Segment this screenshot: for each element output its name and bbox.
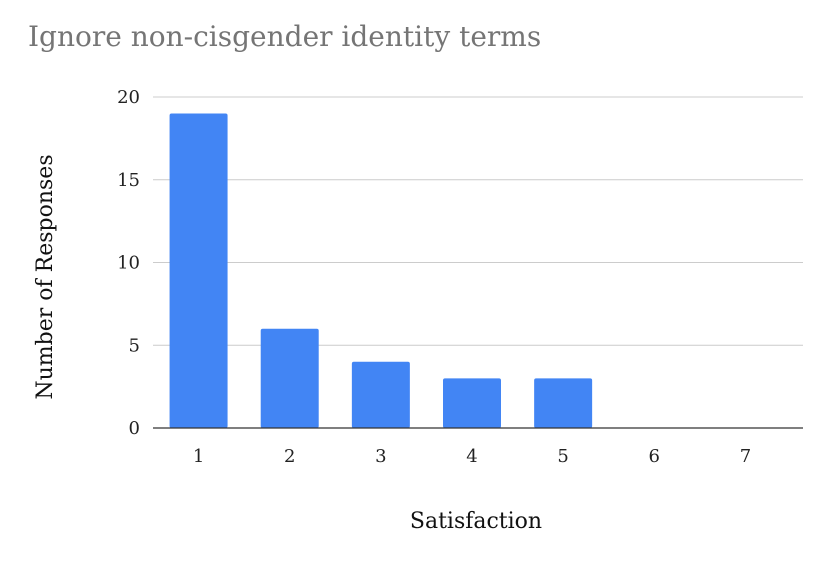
x-axis-ticks: 1 2 3 4 5 6 7 <box>193 446 751 467</box>
bar-1 <box>169 113 228 429</box>
bar-3 <box>351 361 410 428</box>
chart-title: Ignore non-cisgender identity terms <box>28 20 541 53</box>
x-tick-label: 4 <box>466 446 477 467</box>
gridlines <box>153 96 803 346</box>
x-tick-label: 2 <box>284 446 295 467</box>
x-tick-label: 1 <box>193 446 204 467</box>
x-tick-label: 7 <box>740 446 751 467</box>
x-axis-label: Satisfaction <box>410 509 542 534</box>
y-tick-label: 20 <box>117 87 140 108</box>
y-tick-label: 0 <box>129 418 140 439</box>
x-tick-label: 5 <box>557 446 568 467</box>
bar-5 <box>534 378 593 428</box>
bars <box>169 113 593 429</box>
y-tick-label: 15 <box>117 170 140 191</box>
y-axis-label: Number of Responses <box>33 154 58 399</box>
x-tick-label: 6 <box>649 446 660 467</box>
y-axis-ticks: 0 5 10 15 20 <box>117 87 140 439</box>
x-tick-label: 3 <box>375 446 386 467</box>
bar-4 <box>443 378 501 428</box>
y-tick-label: 5 <box>129 335 140 356</box>
y-tick-label: 10 <box>117 253 140 274</box>
bar-2 <box>260 328 319 428</box>
